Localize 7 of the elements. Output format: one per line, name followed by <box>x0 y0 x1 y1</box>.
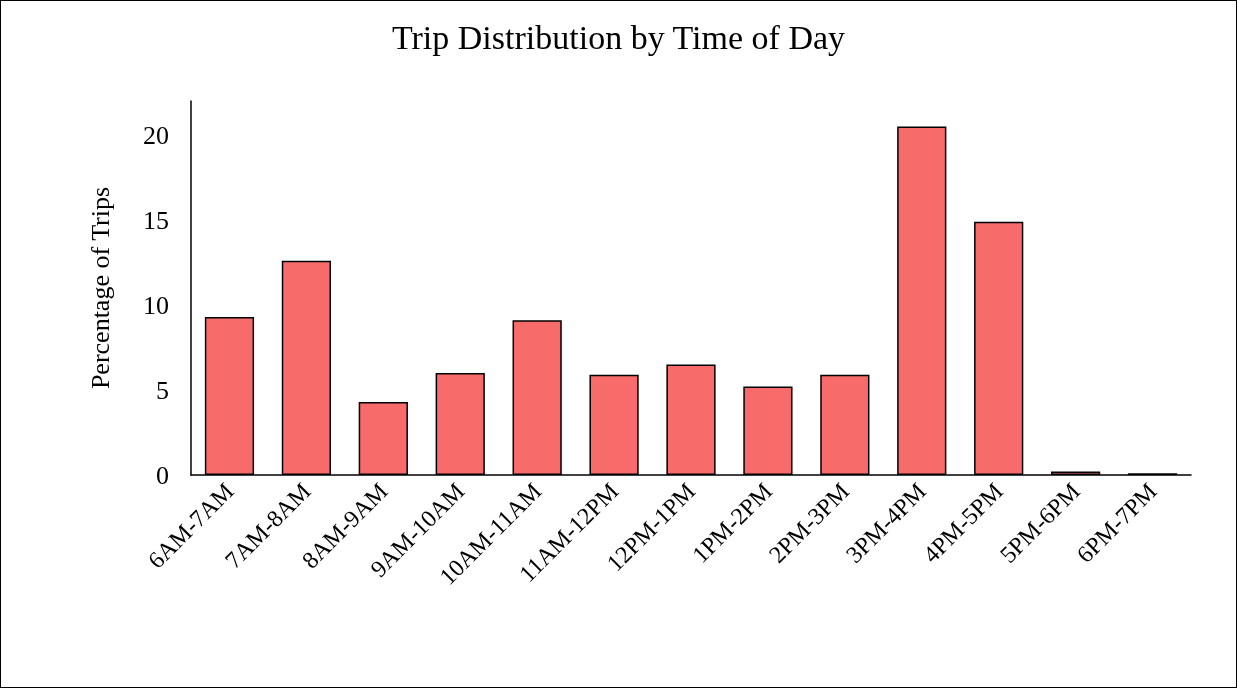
chart-title: Trip Distribution by Time of Day <box>391 18 846 56</box>
y-tick-label: 0 <box>156 460 169 490</box>
y-tick-label: 20 <box>143 120 169 150</box>
y-tick-label: 15 <box>143 205 169 235</box>
y-tick-label: 5 <box>156 375 169 405</box>
y-axis-title: Percentage of Trips <box>85 186 115 390</box>
y-tick-label: 10 <box>143 290 169 320</box>
